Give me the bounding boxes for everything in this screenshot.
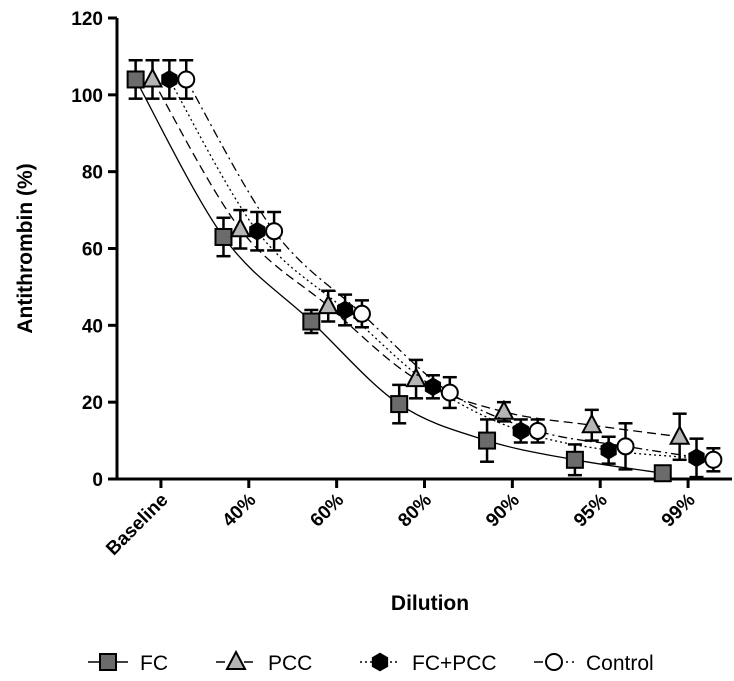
data-point [141, 67, 164, 88]
legend-item: Control [534, 652, 654, 675]
y-tick-label: 80 [82, 163, 103, 184]
y-tick-label: 40 [82, 316, 103, 337]
x-tick-label: 99% [658, 490, 700, 532]
x-tick-label: 90% [482, 490, 524, 532]
x-axis-title: Dilution [391, 592, 469, 615]
data-point [668, 424, 691, 445]
data-point [478, 431, 497, 450]
data-point [616, 437, 635, 456]
data-point [336, 300, 354, 320]
data-point [581, 413, 603, 434]
data-point [126, 70, 145, 89]
series-control [177, 59, 723, 473]
legend-marker [371, 652, 389, 672]
x-tick-label: 80% [394, 490, 436, 532]
data-point [302, 312, 321, 331]
legend-label: PCC [268, 652, 312, 675]
legend-label: FC+PCC [412, 652, 497, 675]
data-point [265, 222, 284, 241]
series-line [185, 79, 714, 461]
data-point [653, 464, 672, 483]
x-tick-label: Baseline [102, 490, 172, 560]
data-point [214, 227, 233, 246]
series-fc-pcc [161, 59, 705, 479]
data-point [704, 450, 723, 469]
series-line [168, 79, 697, 459]
legend-item: FC+PCC [360, 652, 497, 675]
data-point [405, 366, 427, 388]
legend-label: FC [140, 652, 168, 675]
data-point [440, 383, 459, 402]
series-fc [126, 59, 672, 483]
axes: 0 20 40 60 80 100 120 Baseline 40% 60% 80% 90% 95% 99… [14, 9, 732, 615]
data-point [177, 70, 196, 89]
data-point [493, 399, 515, 420]
data-point [528, 421, 547, 440]
legend: FC PCC FC+PCC Control [88, 649, 654, 675]
series-pcc [141, 59, 691, 462]
legend-marker [545, 653, 563, 671]
legend-marker [99, 653, 117, 671]
data-point [249, 221, 266, 241]
data-point [600, 440, 617, 460]
data-point [424, 377, 442, 397]
y-tick-label: 60 [82, 240, 103, 261]
y-tick-label: 100 [71, 86, 103, 107]
y-axis-title: Antithrombin (%) [14, 163, 37, 333]
data-point [565, 450, 584, 469]
data-point [390, 395, 409, 414]
x-tick-label: 60% [306, 490, 348, 532]
legend-label: Control [586, 652, 654, 675]
x-tick-label: 95% [570, 490, 612, 532]
y-tick-label: 120 [71, 9, 103, 30]
data-point [229, 217, 252, 238]
legend-marker [225, 649, 247, 670]
legend-item: PCC [216, 649, 312, 675]
y-tick-label: 20 [82, 393, 103, 414]
data-point [317, 293, 339, 315]
data-point [161, 70, 178, 89]
data-point [512, 421, 529, 441]
x-tick-label: 40% [219, 490, 261, 532]
y-tick-label: 0 [92, 470, 103, 491]
legend-item: FC [88, 652, 168, 675]
data-point [352, 304, 371, 323]
